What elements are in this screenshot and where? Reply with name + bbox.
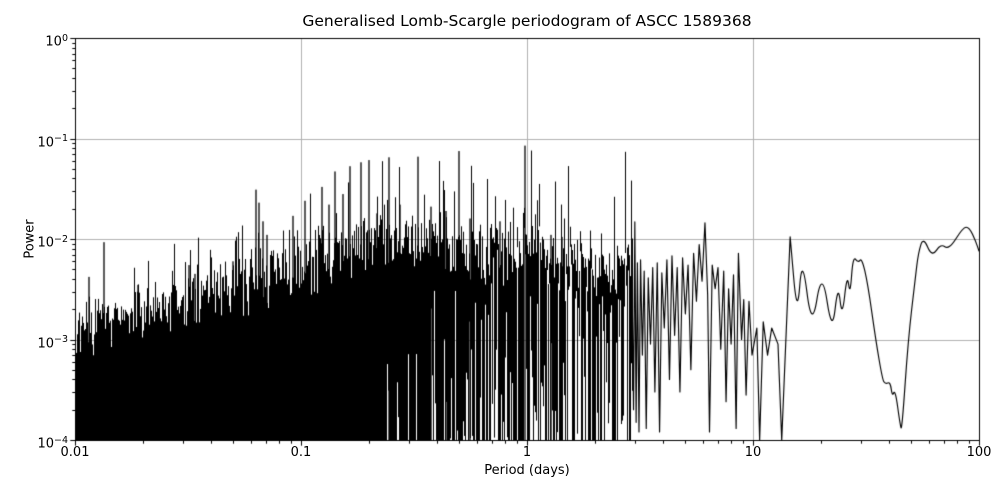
y-tick-label: 10−3 <box>37 334 68 351</box>
x-tick-label: 0.1 <box>290 445 312 460</box>
x-tick-label: 0.01 <box>60 445 90 460</box>
y-axis-label: Power <box>22 219 38 259</box>
x-axis-label: Period (days) <box>484 463 570 478</box>
x-tick-label: 100 <box>966 445 992 460</box>
y-tick-label: 100 <box>45 32 68 50</box>
x-tick-label: 10 <box>744 445 762 460</box>
chart-title: Generalised Lomb-Scargle periodogram of … <box>302 12 752 30</box>
y-tick-label: 10−4 <box>37 434 68 452</box>
y-tick-label: 10−2 <box>37 233 68 251</box>
x-tick-label: 1 <box>522 445 532 460</box>
y-tick-label: 10−1 <box>37 133 68 150</box>
